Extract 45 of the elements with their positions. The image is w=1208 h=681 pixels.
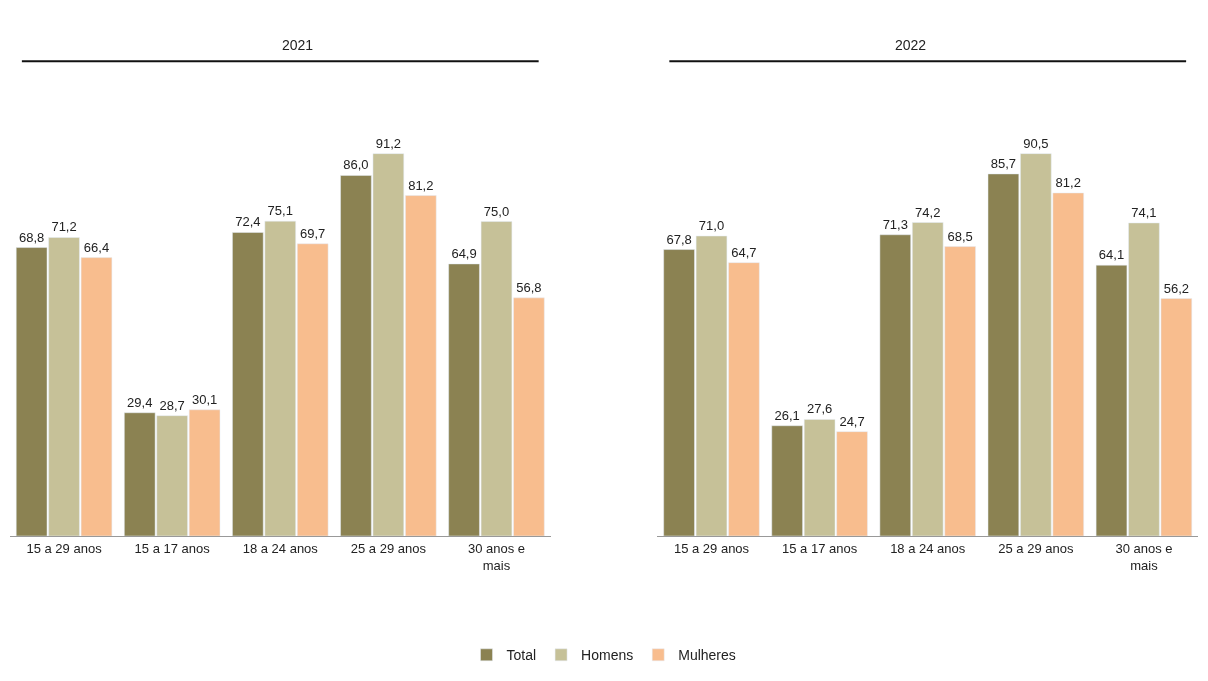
- data-label: 86,0: [343, 157, 369, 173]
- legend-label: Homens: [581, 647, 634, 664]
- legend-label: Total: [506, 647, 537, 664]
- data-label: 68,5: [947, 228, 973, 244]
- legend-label: Mulheres: [678, 647, 736, 664]
- data-label: 24,7: [839, 413, 865, 429]
- x-tick-label: 15 a 29 anos: [673, 540, 750, 556]
- data-label: 64,1: [1098, 247, 1125, 263]
- data-label: 85,7: [990, 155, 1017, 171]
- x-tick-label: 15 a 17 anos: [782, 540, 858, 556]
- x-tick-label: 25 a 29 anos: [350, 540, 427, 556]
- data-label: 64,9: [451, 245, 477, 261]
- data-label: 71,0: [698, 218, 725, 234]
- data-label: 71,3: [882, 216, 908, 232]
- data-label: 67,8: [666, 231, 692, 247]
- data-label: 74,2: [915, 204, 941, 220]
- data-label: 81,2: [408, 177, 434, 193]
- chart-title: 2022: [895, 37, 927, 53]
- x-tick-label: 25 a 29 anos: [998, 540, 1074, 556]
- data-label: 28,7: [159, 397, 185, 413]
- chart-title: 2021: [282, 37, 314, 53]
- data-label: 56,8: [516, 279, 542, 295]
- x-tick-label: 30 anos e mais: [467, 540, 526, 573]
- data-label: 66,4: [83, 239, 110, 255]
- data-label: 29,4: [127, 394, 153, 410]
- data-label: 68,8: [18, 229, 45, 245]
- data-label: 56,2: [1163, 280, 1190, 296]
- data-label: 69,7: [300, 225, 326, 241]
- x-tick-label: 30 anos e mais: [1115, 540, 1173, 573]
- x-tick-label: 15 a 29 anos: [26, 540, 103, 556]
- x-tick-label: 15 a 17 anos: [134, 540, 211, 556]
- data-label: 71,2: [51, 219, 77, 235]
- data-label: 26,1: [774, 407, 800, 423]
- data-label: 91,2: [375, 135, 402, 151]
- data-label: 81,2: [1055, 174, 1081, 190]
- x-tick-label: 18 a 24 anos: [242, 540, 319, 556]
- data-label: 75,1: [267, 203, 293, 219]
- data-label: 27,6: [806, 401, 833, 417]
- data-label: 75,0: [483, 203, 510, 219]
- data-label: 30,1: [191, 391, 218, 407]
- data-label: 64,7: [731, 244, 757, 260]
- data-label: 72,4: [235, 214, 261, 230]
- x-tick-label: 18 a 24 anos: [890, 540, 966, 556]
- data-label: 90,5: [1023, 135, 1049, 151]
- data-label: 74,1: [1131, 204, 1157, 220]
